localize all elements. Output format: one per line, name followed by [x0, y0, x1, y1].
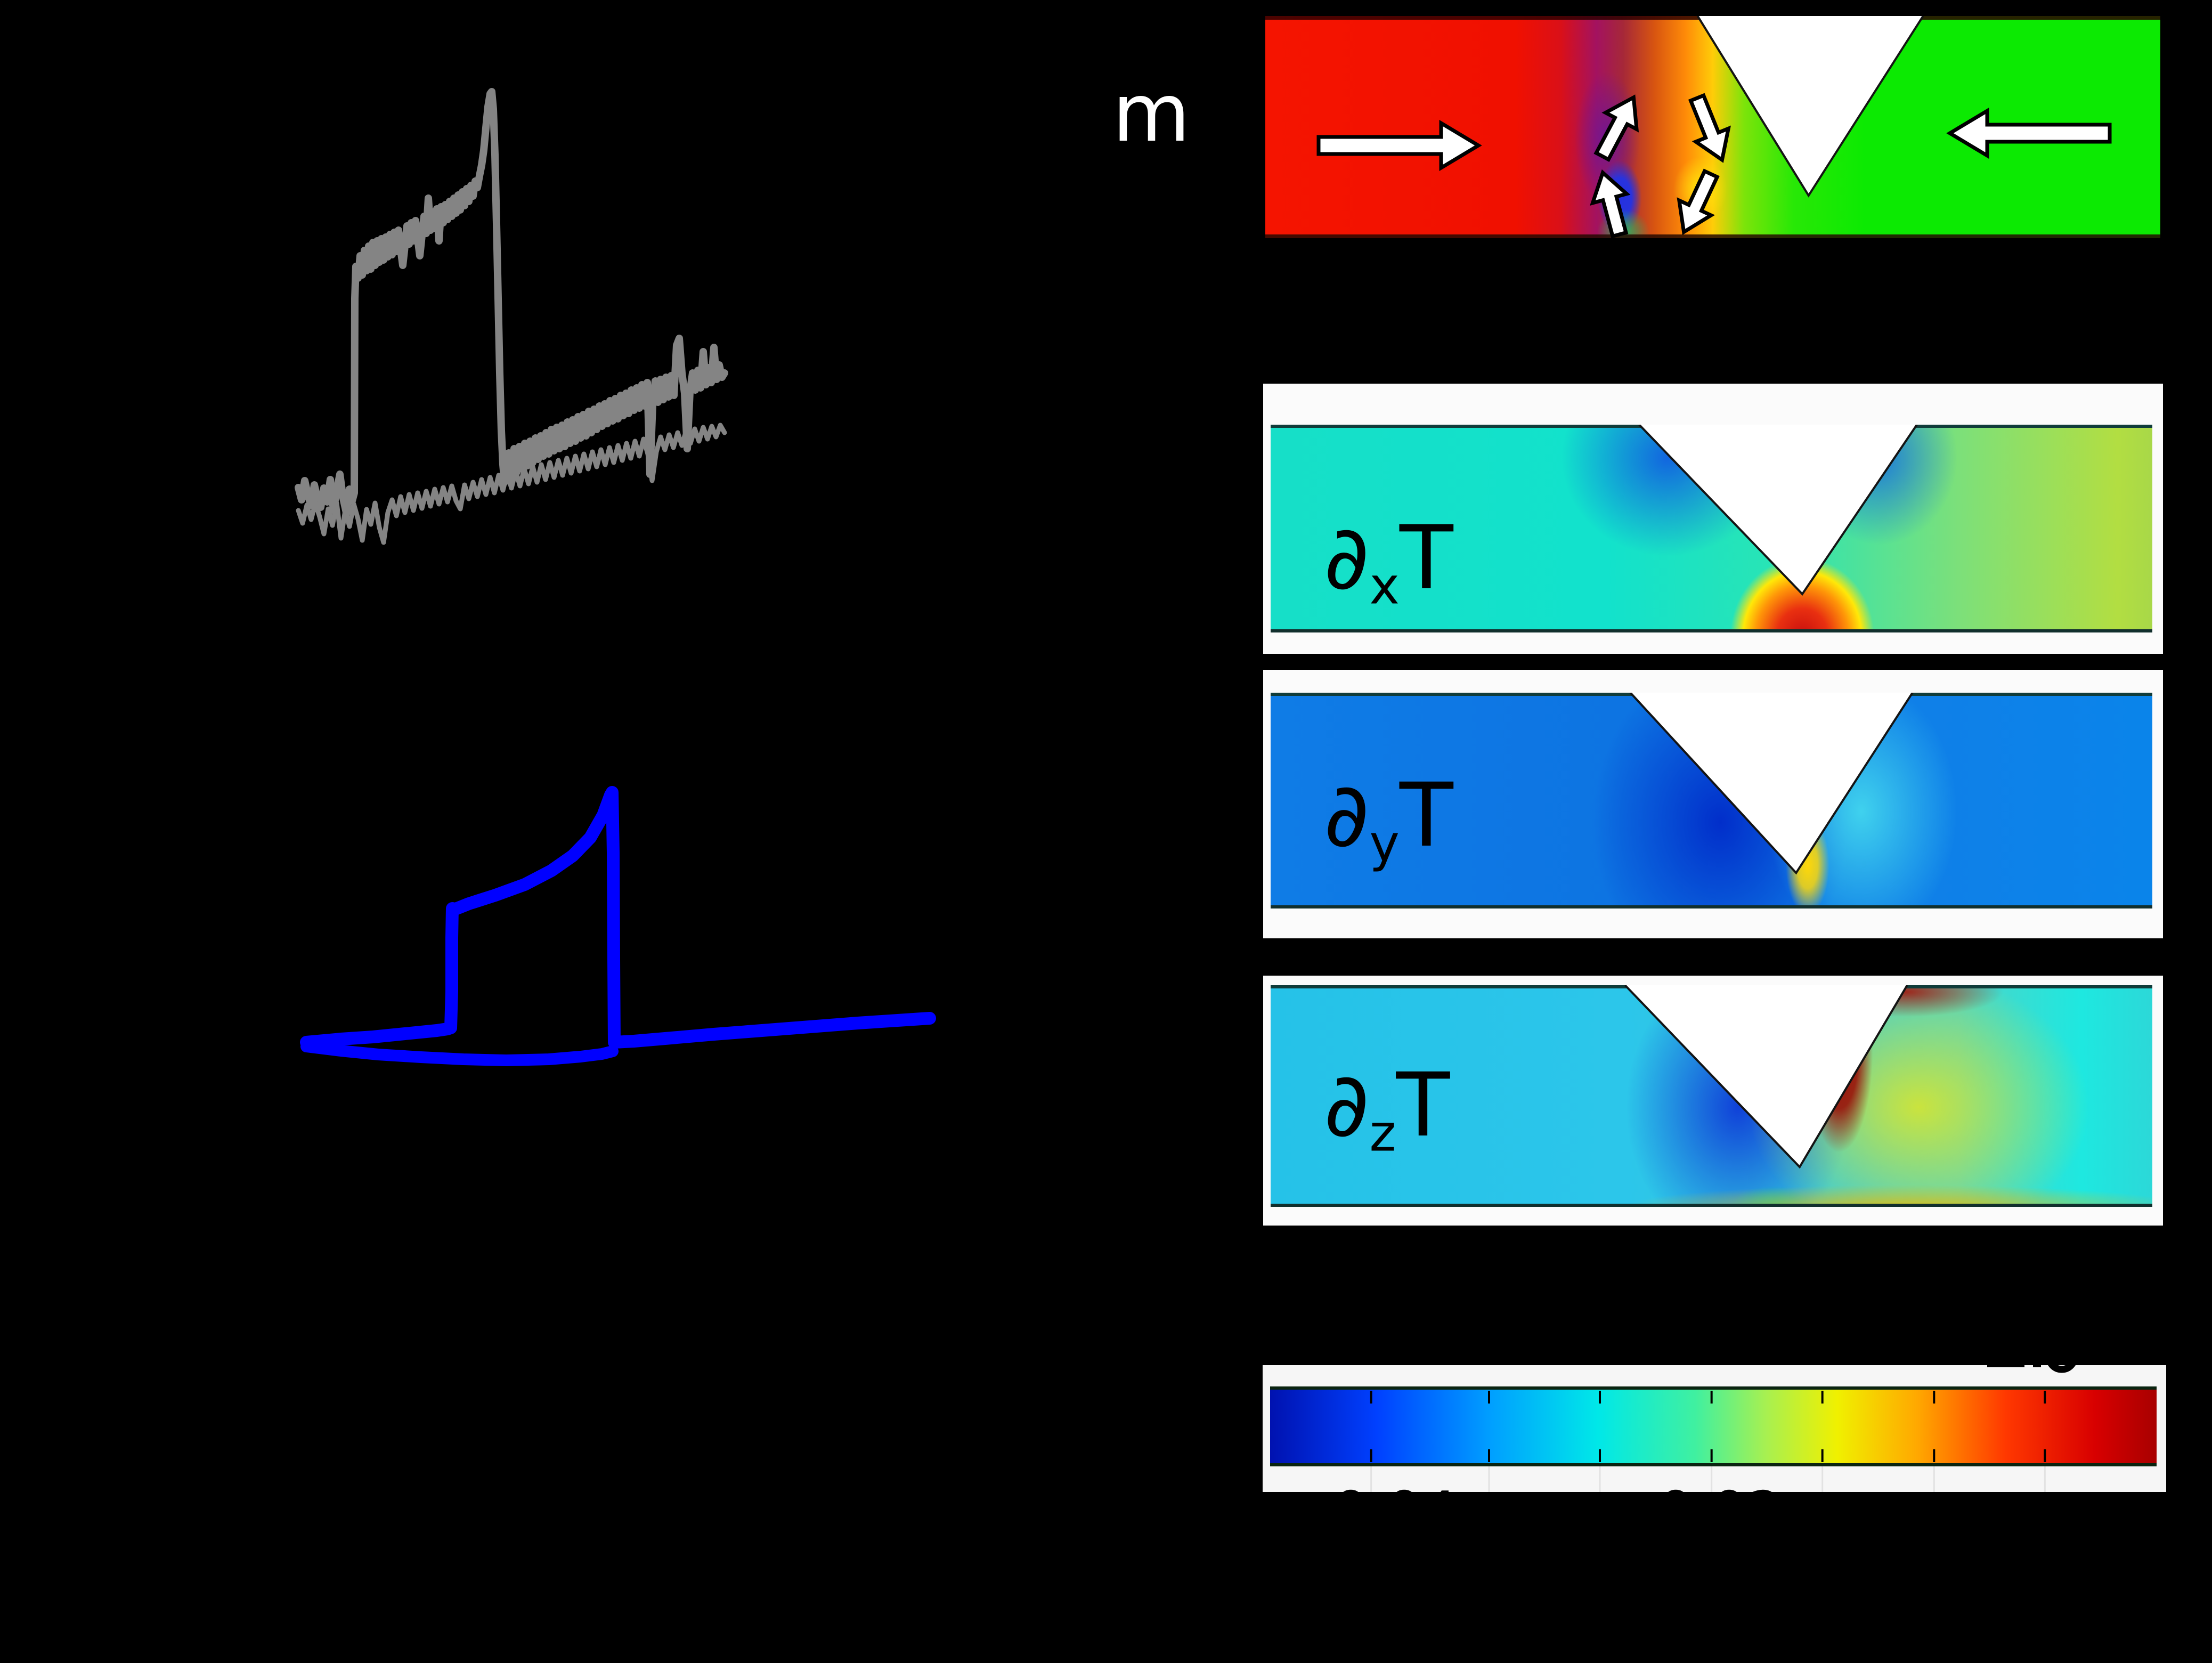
T-symbol: T — [1399, 764, 1453, 866]
subscript: x — [1369, 556, 1400, 616]
blue-switching-curve-return — [300, 1041, 619, 1066]
subscript: y — [1369, 813, 1400, 873]
magnetization-heatmap-panel — [1265, 16, 2160, 238]
partial-symbol: ∂ — [1324, 1054, 1370, 1156]
dyT-notch — [1271, 693, 2152, 908]
dzT-card: ∂zT — [1263, 976, 2163, 1226]
colorbar-gradient — [1270, 1386, 2157, 1466]
partial-symbol: ∂ — [1324, 764, 1370, 866]
dzT-notch — [1271, 985, 2152, 1207]
colorbar-tick-label-clipped: -0.04 — [1313, 1484, 1458, 1492]
dxT-notch — [1271, 425, 2152, 632]
colorbar-subticks — [1370, 1466, 2046, 1492]
colorbar-card: -0.04 -0.02 — [1263, 1365, 2166, 1492]
dxT-card: ∂xT — [1263, 384, 2163, 654]
dzT-label: ∂zT — [1324, 1061, 1450, 1159]
wall-arrow-down-left — [1677, 168, 1720, 236]
m-panel-notch — [1265, 16, 2160, 238]
dyT-label: ∂yT — [1324, 772, 1453, 869]
colorbar-ticks — [1370, 1391, 2046, 1462]
left-domain-arrow-right — [1316, 119, 1482, 172]
wall-arrow-up-left — [1590, 169, 1631, 238]
m-panel-title: m — [1112, 67, 1191, 160]
dzT-heatmap: ∂zT — [1271, 985, 2152, 1207]
dyT-heatmap: ∂yT — [1271, 693, 2152, 908]
partial-symbol: ∂ — [1324, 507, 1370, 609]
wall-arrow-down-right — [1688, 93, 1731, 163]
wall-arrow-up-right — [1593, 94, 1639, 163]
gray-noisy-signal-trace — [295, 88, 728, 516]
dyT-card: ∂yT — [1263, 670, 2163, 938]
magnetization-arrows — [1316, 93, 2112, 238]
dxT-heatmap: ∂xT — [1271, 425, 2152, 632]
T-symbol: T — [1396, 1054, 1450, 1156]
clipped-exponent-label — [1987, 1347, 2078, 1373]
gray-baseline-trace — [296, 423, 727, 545]
blue-switching-curve-main — [300, 786, 936, 1049]
dxT-label: ∂xT — [1324, 514, 1453, 612]
colorbar-tick-label-clipped: -0.02 — [1638, 1484, 1783, 1492]
T-symbol: T — [1399, 507, 1453, 609]
subscript: z — [1369, 1103, 1396, 1163]
right-domain-arrow-left — [1946, 107, 2112, 159]
